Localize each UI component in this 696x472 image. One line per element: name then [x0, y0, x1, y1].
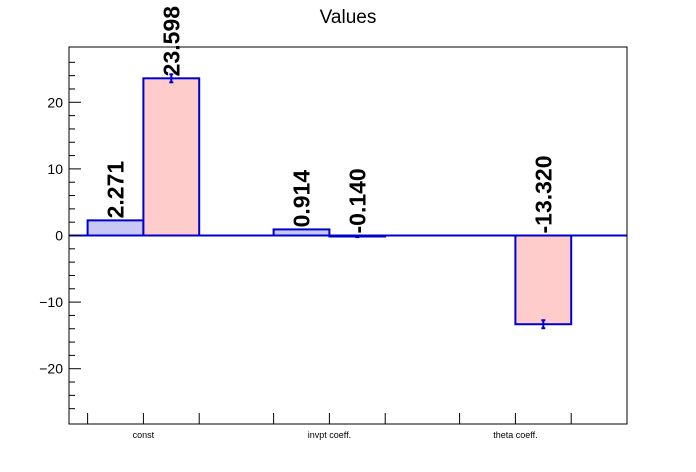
- x-category-label: const: [133, 430, 155, 440]
- bars: [86, 73, 573, 330]
- chart-title: Values: [320, 7, 377, 28]
- data-label: -13.320: [530, 155, 556, 233]
- x-axis: const invpt coeff. theta coeff.: [87, 413, 572, 440]
- y-tick-label: −10: [39, 294, 63, 310]
- y-tick-label: 10: [47, 161, 63, 177]
- y-tick-label: −20: [39, 361, 63, 377]
- bar: [514, 234, 573, 326]
- y-tick-label: 0: [55, 228, 63, 244]
- error-bar: [541, 319, 546, 330]
- bar: [86, 219, 145, 237]
- x-category-label: theta coeff.: [493, 430, 537, 440]
- data-label: -0.140: [344, 168, 370, 233]
- data-label: 23.598: [158, 6, 184, 77]
- data-label: 2.271: [103, 161, 129, 219]
- x-category-label: invpt coeff.: [308, 430, 351, 440]
- y-axis: −20 −10 0 10 20: [39, 61, 81, 410]
- bar: [142, 77, 201, 237]
- error-bar: [169, 73, 174, 84]
- data-label: 0.914: [289, 170, 315, 228]
- data-labels: 2.271 0.914 23.598 -0.140 -13.320: [103, 6, 557, 234]
- y-tick-label: 20: [47, 94, 63, 110]
